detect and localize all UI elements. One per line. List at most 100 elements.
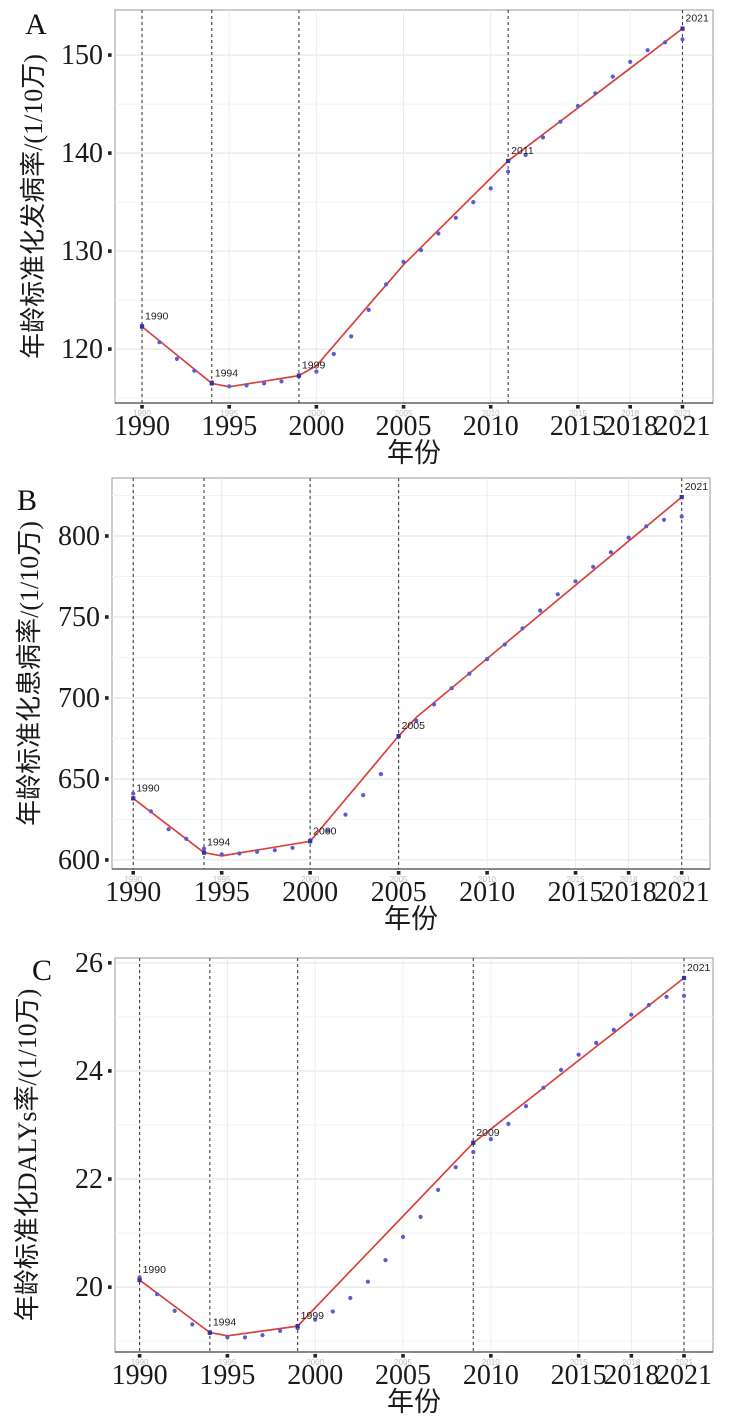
x-tick-mark [626, 871, 631, 875]
y-tick-label: 700 [58, 683, 100, 714]
x-tick-label: 1990 [114, 411, 170, 442]
panel-letter: C [32, 954, 52, 987]
y-tick-label: 650 [58, 764, 100, 795]
data-point [626, 535, 631, 540]
joinpoint-label: 2000 [313, 825, 337, 837]
x-tick-label: 2010 [463, 411, 519, 442]
data-point [157, 340, 162, 345]
y-tick-mark [105, 696, 109, 700]
x-tick-label: 2021 [654, 877, 710, 908]
joinpoint-marker [506, 158, 511, 164]
data-point [361, 793, 366, 798]
x-tick-mark [679, 871, 684, 875]
joinpoint-marker [679, 495, 684, 500]
data-point [190, 1322, 195, 1327]
x-tick-label: 2005 [376, 411, 432, 442]
data-point [591, 564, 596, 569]
x-tick-label: 1990 [105, 877, 161, 908]
x-tick-mini-label: 2021 [673, 875, 691, 884]
y-tick-label: 22 [75, 1164, 103, 1195]
x-tick-mini-label: 1995 [220, 409, 238, 418]
x-tick-label: 2010 [459, 877, 515, 908]
x-tick-mini-label: 2015 [570, 1358, 588, 1367]
data-point [184, 836, 189, 842]
y-tick-label: 150 [61, 40, 103, 71]
data-point [279, 379, 284, 384]
data-point [260, 1333, 265, 1338]
joinpoint-label: 2021 [685, 481, 709, 493]
y-tick-mark [108, 151, 112, 155]
data-point [313, 1317, 318, 1322]
data-point [348, 1295, 353, 1301]
joinpoint-marker [209, 381, 214, 386]
joinpoint-label: 1990 [145, 311, 169, 323]
x-tick-mini-label: 1995 [219, 1358, 237, 1367]
joinpoint-marker [296, 373, 302, 378]
data-point [431, 702, 437, 707]
data-point [467, 671, 472, 676]
x-tick-mini-label: 1990 [124, 875, 142, 884]
data-point [558, 119, 563, 124]
y-tick-label: 120 [61, 334, 103, 365]
data-point [192, 368, 197, 373]
data-point [576, 1052, 581, 1057]
data-point [131, 791, 136, 796]
data-point [541, 1085, 546, 1090]
y-tick-mark [108, 1069, 112, 1073]
joinpoint-label: 2009 [476, 1127, 500, 1139]
x-tick-mark [489, 1354, 493, 1358]
joinpoint-marker [139, 324, 145, 329]
joinpoint-marker [308, 839, 313, 844]
data-point [414, 718, 419, 723]
y-tick-label: 130 [61, 236, 103, 267]
joinpoint-label: 1999 [302, 360, 326, 372]
x-tick-mark [680, 405, 685, 409]
data-point [629, 1012, 634, 1017]
x-tick-mini-label: 2010 [482, 409, 500, 418]
y-tick-mark [108, 53, 112, 57]
y-tick-mark [105, 777, 109, 781]
x-tick-mark [313, 1354, 318, 1358]
data-point [227, 384, 232, 389]
data-point [155, 1292, 160, 1297]
y-tick-mark [108, 1285, 112, 1289]
data-point [453, 215, 458, 220]
data-point [555, 592, 560, 597]
x-tick-label: 2018 [603, 1360, 659, 1391]
data-point [646, 1002, 652, 1008]
data-point [610, 74, 615, 79]
x-tick-label: 2015 [548, 877, 604, 908]
data-point [172, 1308, 177, 1313]
x-tick-mini-label: 2000 [307, 409, 325, 418]
y-tick-label: 140 [61, 138, 103, 169]
data-point [349, 334, 354, 339]
x-tick-label: 1995 [199, 1360, 255, 1391]
y-axis-title: 年龄标准化DALYs率/(1/10万) [13, 989, 42, 1322]
data-point [502, 642, 507, 647]
x-axis-title: 年份 [387, 438, 441, 468]
data-point [593, 91, 598, 96]
data-point [573, 579, 578, 584]
x-tick-label: 2018 [602, 411, 658, 442]
data-point [449, 686, 454, 691]
panel-letter: B [17, 484, 37, 517]
x-tick-mark [573, 871, 578, 875]
joinpoint-label: 1990 [136, 782, 160, 794]
x-tick-label: 2005 [371, 877, 427, 908]
y-tick-mark [108, 1177, 112, 1181]
y-tick-mark [108, 249, 112, 253]
x-tick-mini-label: 2018 [622, 1358, 640, 1367]
y-tick-mark [108, 961, 112, 965]
data-point [242, 1335, 248, 1340]
y-axis-title: 年龄标准化发病率/(1/10万) [19, 54, 48, 359]
joinpoint-label: 1999 [301, 1310, 325, 1322]
x-tick-mini-label: 1995 [213, 875, 231, 884]
x-tick-label: 2021 [656, 1360, 712, 1391]
joinpoint-marker [396, 733, 401, 739]
data-point [401, 259, 406, 264]
plot-area [114, 9, 714, 404]
x-tick-mini-label: 2005 [395, 409, 413, 418]
x-tick-mini-label: 2010 [482, 1358, 500, 1367]
